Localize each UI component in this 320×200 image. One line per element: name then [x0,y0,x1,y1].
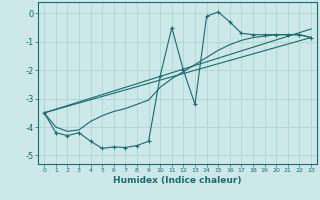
X-axis label: Humidex (Indice chaleur): Humidex (Indice chaleur) [113,176,242,185]
